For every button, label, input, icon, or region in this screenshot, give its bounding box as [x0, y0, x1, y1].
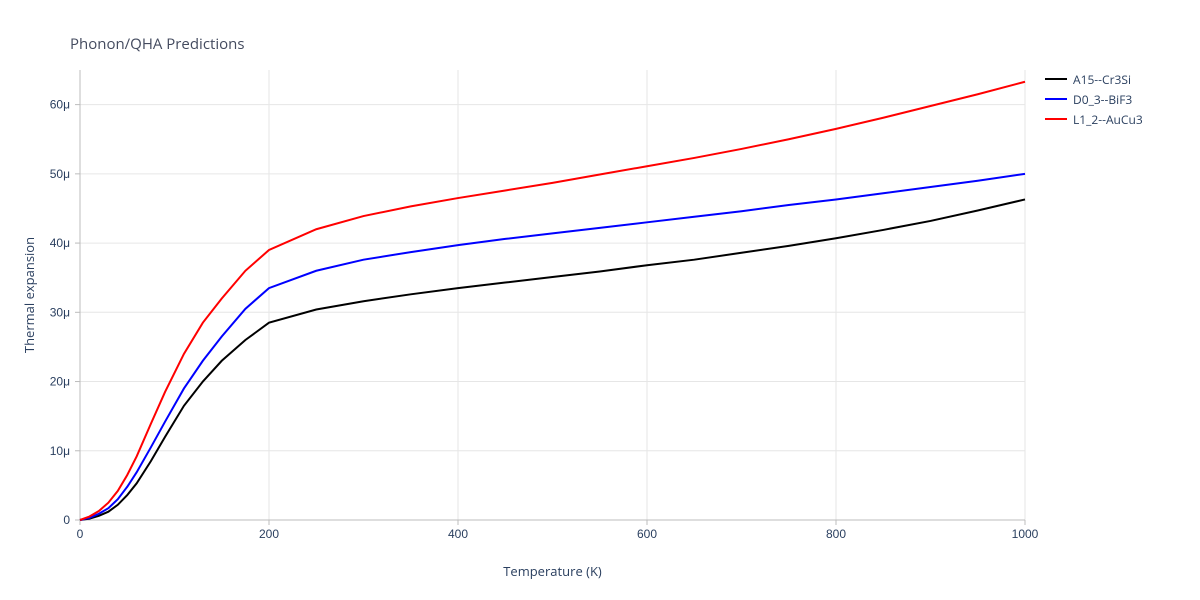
x-tick-label: 0	[77, 527, 84, 541]
legend-swatch	[1045, 118, 1067, 120]
plot-area: 02004006008001000010μ20μ30μ40μ50μ60μ	[80, 70, 1025, 520]
series-line	[80, 82, 1025, 520]
y-tick-label: 20μ	[50, 375, 70, 389]
series-line	[80, 199, 1025, 520]
legend: A15--Cr3Si D0_3--BiF3 L1_2--AuCu3	[1045, 70, 1143, 130]
x-tick-label: 400	[448, 527, 468, 541]
y-axis-label: Thermal expansion	[20, 0, 40, 70]
legend-label: A15--Cr3Si	[1073, 71, 1131, 88]
y-tick-label: 50μ	[50, 167, 70, 181]
x-tick-label: 200	[259, 527, 279, 541]
x-tick-label: 1000	[1012, 527, 1039, 541]
y-tick-label: 10μ	[50, 444, 70, 458]
x-axis-label: Temperature (K)	[80, 562, 1025, 580]
legend-label: D0_3--BiF3	[1073, 91, 1132, 108]
chart-container: Phonon/QHA Predictions 02004006008001000…	[0, 0, 1200, 600]
x-tick-label: 800	[826, 527, 846, 541]
x-tick-label: 600	[637, 527, 657, 541]
legend-item[interactable]: L1_2--AuCu3	[1045, 110, 1143, 128]
legend-swatch	[1045, 98, 1067, 100]
y-tick-label: 40μ	[50, 236, 70, 250]
y-tick-label: 60μ	[50, 98, 70, 112]
y-tick-label: 30μ	[50, 305, 70, 319]
plot-svg: 02004006008001000010μ20μ30μ40μ50μ60μ	[80, 70, 1025, 520]
legend-swatch	[1045, 78, 1067, 80]
legend-label: L1_2--AuCu3	[1073, 111, 1143, 128]
legend-item[interactable]: A15--Cr3Si	[1045, 70, 1143, 88]
chart-title: Phonon/QHA Predictions	[70, 34, 245, 54]
y-tick-label: 0	[63, 513, 70, 527]
series-line	[80, 174, 1025, 520]
legend-item[interactable]: D0_3--BiF3	[1045, 90, 1143, 108]
